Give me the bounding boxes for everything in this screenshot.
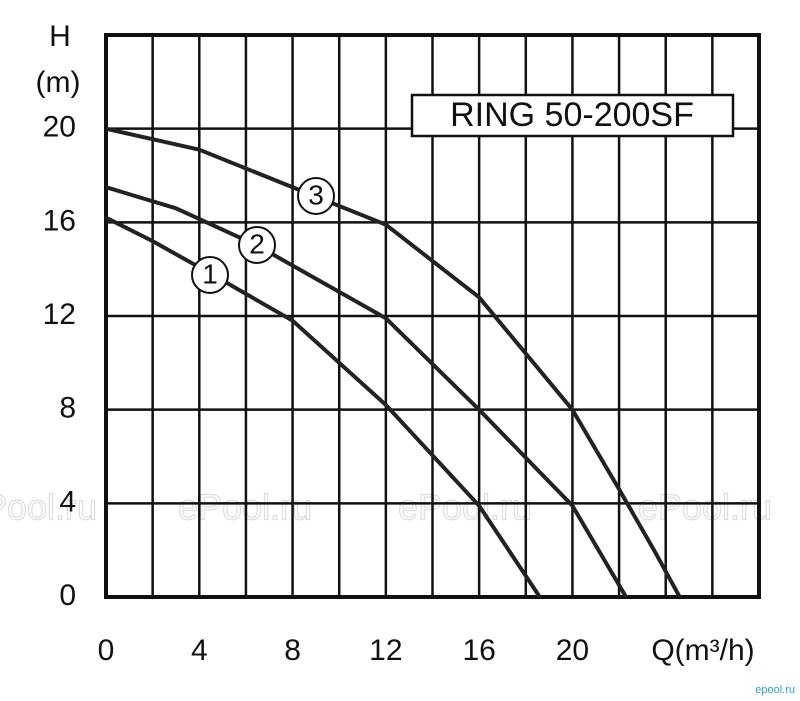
y-tick-label: 8	[59, 392, 76, 425]
watermark: ePool.ru	[638, 487, 772, 528]
title-box	[410, 93, 735, 138]
x-tick-label: 4	[191, 634, 208, 667]
y-tick-label: 12	[43, 298, 76, 331]
curve	[105, 126, 682, 598]
chart-title: RING 50-200SF	[450, 96, 694, 134]
x-tick-label: 0	[98, 634, 115, 667]
curve-label: 2	[249, 228, 265, 259]
curve	[105, 185, 628, 599]
y-tick-label: 16	[43, 204, 76, 237]
watermark: ePool.ru	[0, 487, 97, 528]
x-tick-label: 8	[284, 634, 301, 667]
x-tick-label: 20	[556, 634, 589, 667]
curve-label-circle	[238, 226, 276, 264]
curve-label: 1	[202, 258, 218, 289]
curve-label: 3	[308, 179, 324, 210]
plot-border	[104, 33, 761, 599]
x-tick-label: 12	[369, 634, 402, 667]
curve	[105, 215, 542, 599]
y-tick-label: 0	[59, 579, 76, 612]
y-axis-label: H	[49, 20, 71, 53]
curve-label-circle	[191, 256, 229, 294]
y-tick-label: 20	[43, 111, 76, 144]
x-axis-label: Q(m³/h)	[651, 634, 754, 667]
curve-label-circle	[297, 177, 335, 215]
footer: epool.ru	[755, 684, 795, 696]
x-tick-label: 16	[462, 634, 495, 667]
y-axis-unit: (m)	[36, 66, 81, 99]
y-tick-label: 4	[59, 485, 76, 518]
